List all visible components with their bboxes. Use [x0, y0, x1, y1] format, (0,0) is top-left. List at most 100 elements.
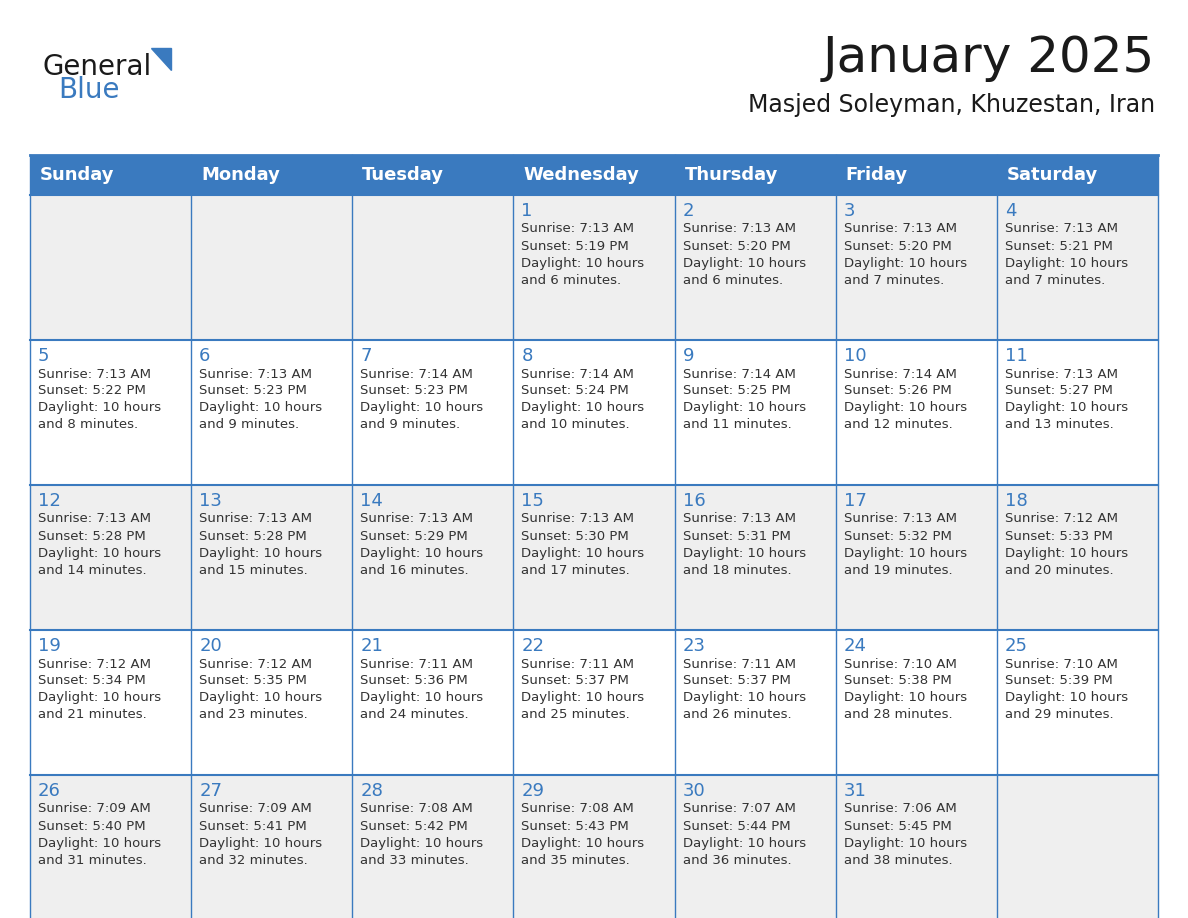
Text: Daylight: 10 hours: Daylight: 10 hours: [38, 691, 162, 704]
Text: 28: 28: [360, 782, 384, 800]
Text: 27: 27: [200, 782, 222, 800]
Text: Sunrise: 7:06 AM: Sunrise: 7:06 AM: [843, 802, 956, 815]
Text: 5: 5: [38, 347, 50, 365]
Text: Tuesday: Tuesday: [362, 166, 444, 184]
Text: and 32 minutes.: and 32 minutes.: [200, 854, 308, 867]
Text: Sunset: 5:35 PM: Sunset: 5:35 PM: [200, 675, 307, 688]
Text: Daylight: 10 hours: Daylight: 10 hours: [843, 691, 967, 704]
Text: 25: 25: [1005, 637, 1028, 655]
Text: and 19 minutes.: and 19 minutes.: [843, 564, 953, 577]
Text: Sunset: 5:26 PM: Sunset: 5:26 PM: [843, 385, 952, 397]
Text: Daylight: 10 hours: Daylight: 10 hours: [1005, 401, 1127, 415]
Text: and 18 minutes.: and 18 minutes.: [683, 564, 791, 577]
Text: Friday: Friday: [846, 166, 908, 184]
Text: and 10 minutes.: and 10 minutes.: [522, 419, 630, 431]
Text: and 25 minutes.: and 25 minutes.: [522, 709, 630, 722]
Text: Sunrise: 7:13 AM: Sunrise: 7:13 AM: [200, 367, 312, 380]
Text: 13: 13: [200, 492, 222, 510]
Text: Sunset: 5:43 PM: Sunset: 5:43 PM: [522, 820, 630, 833]
Text: Sunrise: 7:13 AM: Sunrise: 7:13 AM: [200, 512, 312, 525]
Text: Daylight: 10 hours: Daylight: 10 hours: [38, 836, 162, 849]
Text: and 7 minutes.: and 7 minutes.: [843, 274, 944, 286]
Text: 12: 12: [38, 492, 61, 510]
Text: Masjed Soleyman, Khuzestan, Iran: Masjed Soleyman, Khuzestan, Iran: [748, 93, 1155, 117]
Text: 20: 20: [200, 637, 222, 655]
Bar: [30, 340, 1158, 485]
Text: Thursday: Thursday: [684, 166, 778, 184]
Text: Sunrise: 7:13 AM: Sunrise: 7:13 AM: [38, 512, 151, 525]
Bar: [30, 195, 1158, 340]
Text: Sunrise: 7:11 AM: Sunrise: 7:11 AM: [522, 657, 634, 670]
Text: and 6 minutes.: and 6 minutes.: [683, 274, 783, 286]
Text: Daylight: 10 hours: Daylight: 10 hours: [38, 546, 162, 559]
Text: and 16 minutes.: and 16 minutes.: [360, 564, 469, 577]
Text: Daylight: 10 hours: Daylight: 10 hours: [200, 836, 322, 849]
Text: Daylight: 10 hours: Daylight: 10 hours: [683, 546, 805, 559]
Text: 22: 22: [522, 637, 544, 655]
Text: Daylight: 10 hours: Daylight: 10 hours: [843, 546, 967, 559]
Text: Sunrise: 7:13 AM: Sunrise: 7:13 AM: [683, 512, 796, 525]
Text: 6: 6: [200, 347, 210, 365]
Text: Sunday: Sunday: [40, 166, 114, 184]
Text: Sunrise: 7:12 AM: Sunrise: 7:12 AM: [38, 657, 151, 670]
Text: Daylight: 10 hours: Daylight: 10 hours: [200, 401, 322, 415]
Text: Daylight: 10 hours: Daylight: 10 hours: [360, 401, 484, 415]
Text: Daylight: 10 hours: Daylight: 10 hours: [38, 401, 162, 415]
Text: Sunset: 5:28 PM: Sunset: 5:28 PM: [200, 530, 307, 543]
Text: Sunrise: 7:10 AM: Sunrise: 7:10 AM: [1005, 657, 1118, 670]
Text: Sunset: 5:44 PM: Sunset: 5:44 PM: [683, 820, 790, 833]
Text: Sunset: 5:21 PM: Sunset: 5:21 PM: [1005, 240, 1113, 252]
Text: Sunset: 5:39 PM: Sunset: 5:39 PM: [1005, 675, 1113, 688]
Text: Sunset: 5:23 PM: Sunset: 5:23 PM: [200, 385, 307, 397]
Text: Sunset: 5:27 PM: Sunset: 5:27 PM: [1005, 385, 1113, 397]
Text: Daylight: 10 hours: Daylight: 10 hours: [1005, 546, 1127, 559]
Text: Sunrise: 7:14 AM: Sunrise: 7:14 AM: [360, 367, 473, 380]
Text: General: General: [42, 53, 151, 81]
Text: 10: 10: [843, 347, 866, 365]
Text: Daylight: 10 hours: Daylight: 10 hours: [522, 256, 645, 270]
Text: Daylight: 10 hours: Daylight: 10 hours: [683, 256, 805, 270]
Text: Sunset: 5:19 PM: Sunset: 5:19 PM: [522, 240, 630, 252]
Text: Sunrise: 7:13 AM: Sunrise: 7:13 AM: [360, 512, 473, 525]
Text: Sunset: 5:40 PM: Sunset: 5:40 PM: [38, 820, 146, 833]
Text: 31: 31: [843, 782, 866, 800]
Bar: [30, 630, 1158, 775]
Text: and 8 minutes.: and 8 minutes.: [38, 419, 138, 431]
Text: Sunrise: 7:14 AM: Sunrise: 7:14 AM: [683, 367, 796, 380]
Text: Daylight: 10 hours: Daylight: 10 hours: [522, 691, 645, 704]
Text: Sunset: 5:24 PM: Sunset: 5:24 PM: [522, 385, 630, 397]
Text: Daylight: 10 hours: Daylight: 10 hours: [1005, 691, 1127, 704]
Text: Sunrise: 7:14 AM: Sunrise: 7:14 AM: [843, 367, 956, 380]
Text: and 31 minutes.: and 31 minutes.: [38, 854, 147, 867]
Text: Sunrise: 7:13 AM: Sunrise: 7:13 AM: [843, 222, 956, 236]
Bar: [30, 485, 1158, 630]
Text: Sunrise: 7:13 AM: Sunrise: 7:13 AM: [843, 512, 956, 525]
Text: and 20 minutes.: and 20 minutes.: [1005, 564, 1113, 577]
Text: Blue: Blue: [58, 76, 120, 104]
Text: Sunset: 5:30 PM: Sunset: 5:30 PM: [522, 530, 630, 543]
Text: Sunrise: 7:12 AM: Sunrise: 7:12 AM: [1005, 512, 1118, 525]
Text: Daylight: 10 hours: Daylight: 10 hours: [522, 836, 645, 849]
Text: and 9 minutes.: and 9 minutes.: [200, 419, 299, 431]
Text: Daylight: 10 hours: Daylight: 10 hours: [200, 546, 322, 559]
Text: Daylight: 10 hours: Daylight: 10 hours: [683, 401, 805, 415]
Text: Sunset: 5:25 PM: Sunset: 5:25 PM: [683, 385, 790, 397]
Text: 26: 26: [38, 782, 61, 800]
Text: and 28 minutes.: and 28 minutes.: [843, 709, 953, 722]
Text: 14: 14: [360, 492, 384, 510]
Text: Sunset: 5:42 PM: Sunset: 5:42 PM: [360, 820, 468, 833]
Text: Sunset: 5:32 PM: Sunset: 5:32 PM: [843, 530, 952, 543]
Text: Daylight: 10 hours: Daylight: 10 hours: [683, 836, 805, 849]
Text: Sunrise: 7:13 AM: Sunrise: 7:13 AM: [1005, 222, 1118, 236]
Text: Sunrise: 7:08 AM: Sunrise: 7:08 AM: [522, 802, 634, 815]
Text: Sunset: 5:38 PM: Sunset: 5:38 PM: [843, 675, 952, 688]
Text: and 7 minutes.: and 7 minutes.: [1005, 274, 1105, 286]
Text: Daylight: 10 hours: Daylight: 10 hours: [200, 691, 322, 704]
Text: Sunrise: 7:13 AM: Sunrise: 7:13 AM: [1005, 367, 1118, 380]
Text: and 12 minutes.: and 12 minutes.: [843, 419, 953, 431]
Text: Sunset: 5:45 PM: Sunset: 5:45 PM: [843, 820, 952, 833]
Text: 11: 11: [1005, 347, 1028, 365]
Text: Saturday: Saturday: [1007, 166, 1098, 184]
Text: and 15 minutes.: and 15 minutes.: [200, 564, 308, 577]
Text: and 36 minutes.: and 36 minutes.: [683, 854, 791, 867]
